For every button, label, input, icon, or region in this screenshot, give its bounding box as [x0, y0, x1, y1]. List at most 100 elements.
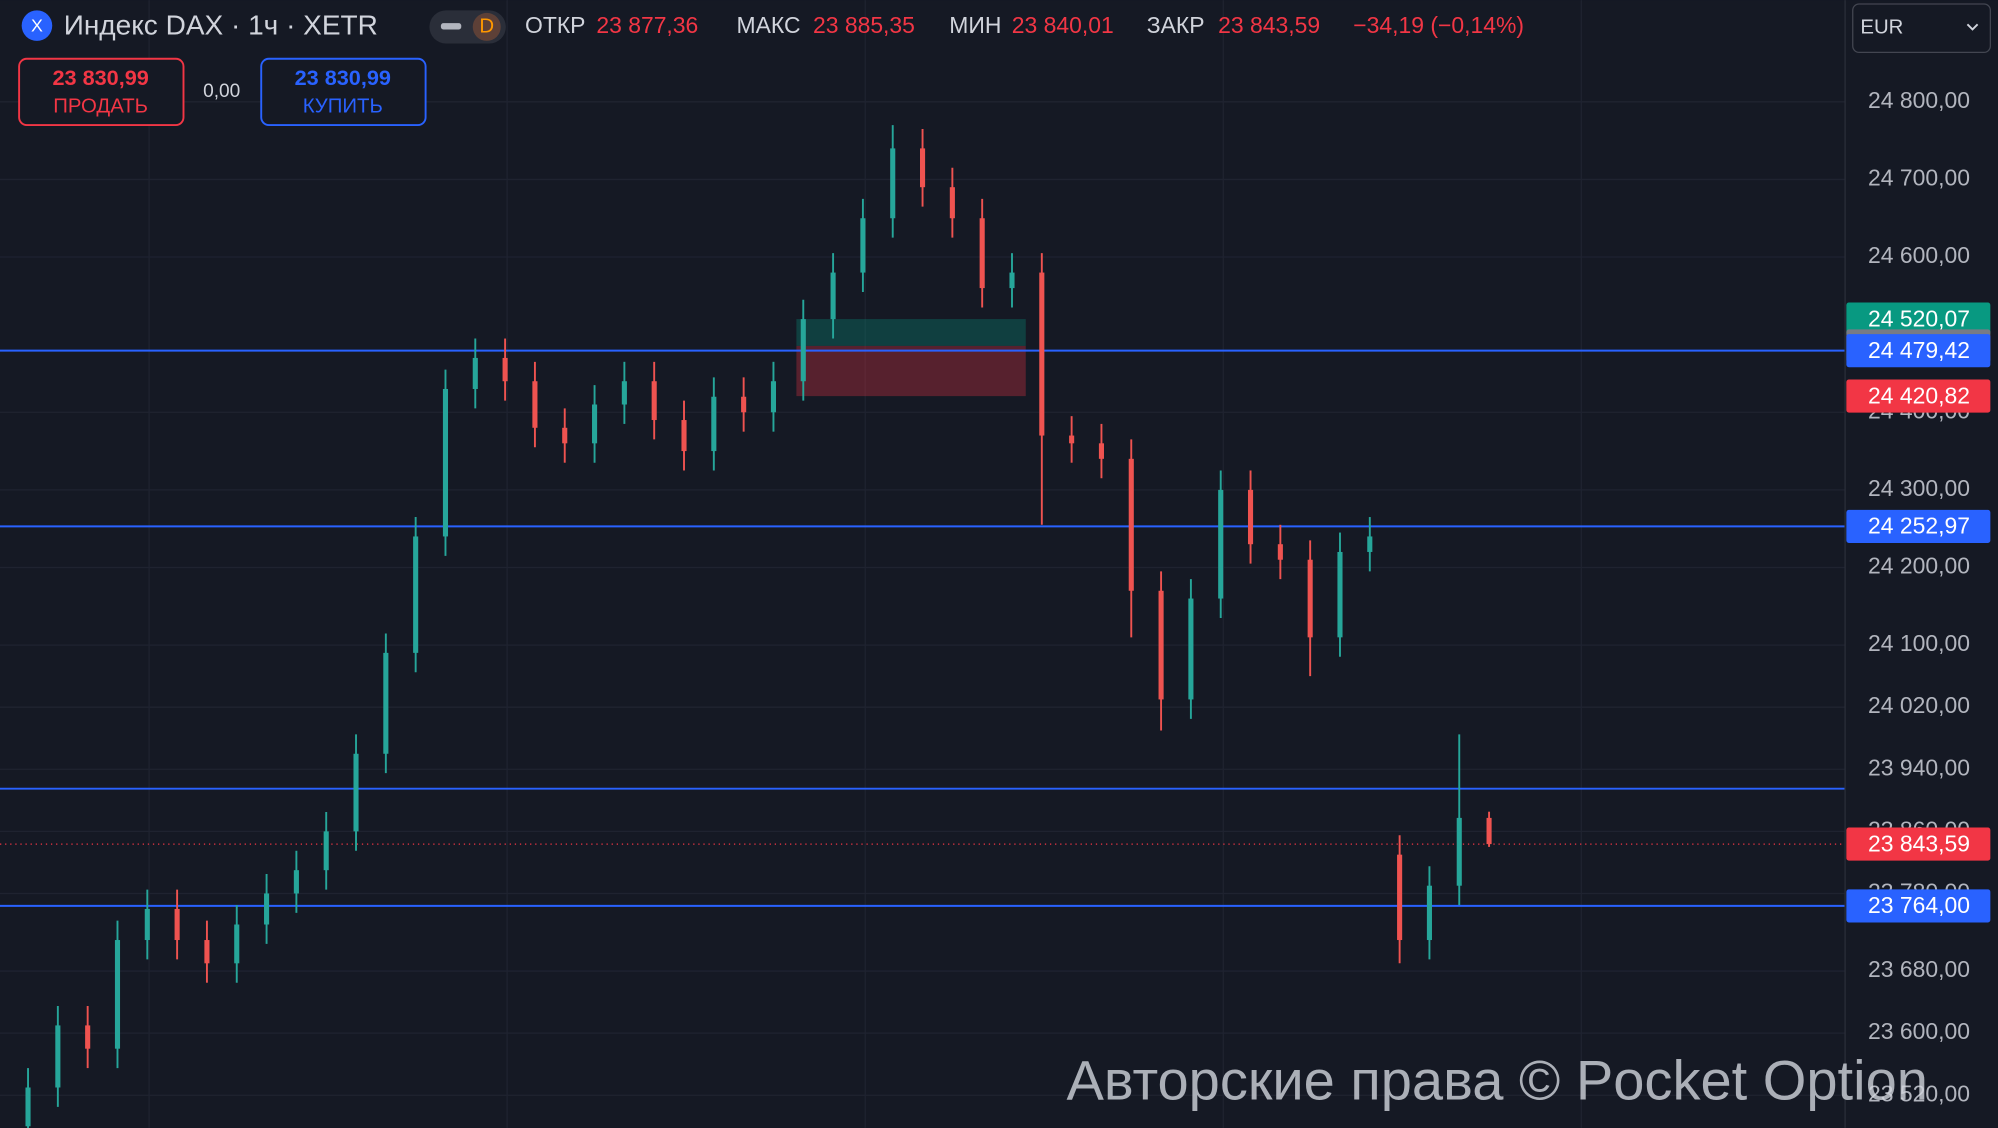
- candle-body: [502, 357, 508, 382]
- candle-body: [860, 218, 866, 273]
- candle-body: [1337, 551, 1343, 638]
- buy-price: 23 830,99: [295, 65, 391, 90]
- candle-body: [85, 1025, 91, 1049]
- sell-label: ПРОДАТЬ: [53, 96, 148, 118]
- change: −34,19 (−0,14%): [1353, 12, 1524, 38]
- price-badge: [1846, 302, 1991, 336]
- candle-body: [114, 940, 121, 1049]
- candle-body: [770, 381, 777, 413]
- candle-body: [830, 272, 836, 320]
- candle-body: [681, 420, 687, 452]
- stop-loss-zone: [796, 345, 1026, 397]
- candle-body: [1128, 458, 1134, 591]
- y-tick-label: 24 100,00: [1868, 630, 1970, 656]
- candle-body: [353, 753, 359, 832]
- candle-body: [204, 940, 210, 964]
- y-tick-label: 23 520,00: [1868, 1080, 1970, 1106]
- price-badge: [1846, 334, 1991, 368]
- dropdown-arrow: [1966, 23, 1979, 31]
- candle-body: [651, 381, 657, 421]
- symbol-icon: [21, 10, 53, 41]
- y-tick-label: 24 200,00: [1868, 553, 1970, 579]
- watermark: Авторские права © Pocket Option: [1067, 1048, 1928, 1111]
- candle-body: [1456, 817, 1462, 886]
- low-label: МИН: [949, 12, 1001, 38]
- buy-button[interactable]: [260, 57, 427, 126]
- price-badge: [1846, 379, 1991, 413]
- badge-bg: [472, 12, 501, 41]
- price-badge: [1846, 509, 1991, 543]
- candle-body: [1158, 590, 1164, 700]
- take-profit-zone: [796, 319, 1026, 346]
- candle-body: [25, 1087, 31, 1127]
- candle-body: [413, 536, 419, 653]
- candle-body: [949, 187, 955, 219]
- candle-body: [383, 652, 389, 754]
- candle-body: [323, 831, 329, 871]
- candle-body: [890, 148, 896, 219]
- candle-body: [1486, 817, 1492, 845]
- sell-button[interactable]: [18, 57, 185, 126]
- candle-body: [1247, 489, 1254, 545]
- symbol[interactable]: Индекс DAX · 1ч · XETR: [64, 9, 378, 40]
- open: 23 877,36: [596, 12, 698, 38]
- candle-body: [741, 396, 747, 413]
- low: 23 840,01: [1012, 12, 1114, 38]
- price-badge-label: 23 764,00: [1868, 892, 1970, 918]
- candle-body: [919, 148, 926, 188]
- y-tick-label: 23 940,00: [1868, 754, 1970, 780]
- candle-body: [979, 218, 985, 289]
- candle-body: [1009, 272, 1015, 289]
- candle-body: [1039, 272, 1045, 436]
- close: 23 843,59: [1218, 12, 1320, 38]
- status-dash: [440, 23, 462, 30]
- y-tick-label: 23 600,00: [1868, 1018, 1970, 1044]
- high: 23 885,35: [813, 12, 915, 38]
- candle-body: [800, 319, 806, 382]
- candle-body: [55, 1025, 61, 1088]
- plot: [0, 125, 1846, 1128]
- candle-body: [621, 381, 627, 405]
- candle-body: [264, 893, 270, 925]
- candle-body: [1218, 489, 1224, 599]
- candle-body: [1307, 559, 1313, 638]
- price-badge-label: 24 479,42: [1868, 337, 1970, 363]
- open-label: ОТКР: [525, 12, 585, 38]
- price-badge-label: 24 520,07: [1868, 305, 1970, 331]
- y-tick-label: 24 800,00: [1868, 87, 1970, 113]
- y-tick-label: 24 020,00: [1868, 692, 1970, 718]
- candle-body: [562, 427, 568, 444]
- candle-body: [442, 388, 449, 537]
- candle-body: [1188, 598, 1194, 700]
- candle-body: [711, 396, 717, 452]
- candle-body: [532, 381, 538, 428]
- candle-body: [472, 357, 478, 389]
- candle-body: [174, 908, 180, 941]
- spread: 0,00: [203, 81, 240, 102]
- candle-body: [1426, 885, 1432, 941]
- price-badge-label: 24 252,97: [1868, 513, 1970, 539]
- candle-body: [1397, 854, 1403, 941]
- y-tick-label: 24 300,00: [1868, 475, 1970, 501]
- y-tick-label: 24 600,00: [1868, 242, 1970, 268]
- candle-body: [293, 870, 299, 894]
- price-badge: [1846, 889, 1991, 923]
- high-label: МАКС: [737, 12, 801, 38]
- sell-price: 23 830,99: [52, 65, 148, 90]
- y-tick-label: 23 680,00: [1868, 956, 1970, 982]
- y-tick-label: 24 700,00: [1868, 164, 1970, 190]
- currency-select[interactable]: [1852, 3, 1991, 54]
- icon-glyph: X: [31, 16, 43, 36]
- header: X Индекс DAX · 1ч · XETR D ОТКР 23 877,3…: [18, 3, 1991, 126]
- badge: D: [479, 15, 494, 37]
- price-badge: [1846, 827, 1991, 861]
- candle-body: [1069, 435, 1075, 444]
- candle-body: [234, 924, 240, 964]
- candle-body: [1277, 544, 1283, 560]
- price-badge-label: 23 843,59: [1868, 830, 1970, 856]
- candle-body: [1367, 536, 1373, 552]
